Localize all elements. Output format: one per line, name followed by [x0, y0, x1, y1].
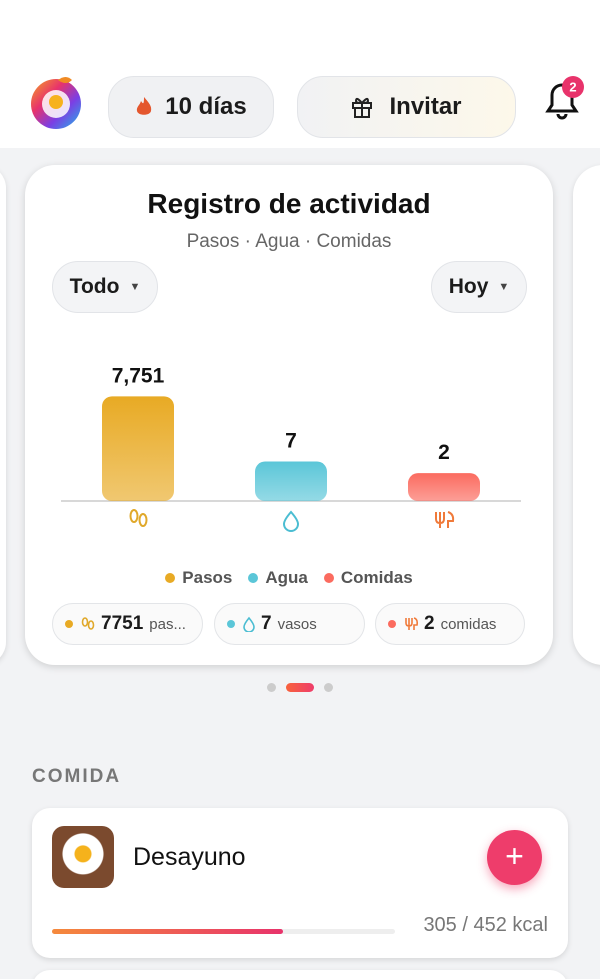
bar-value-label: 7 [285, 430, 297, 453]
legend-label: Pasos [182, 568, 233, 587]
progress-bar [52, 929, 284, 934]
card-subtitle: Pasos · Agua · Comidas [186, 231, 392, 252]
chart: 7,751 7 2 [61, 364, 521, 532]
meal-photo [52, 826, 114, 888]
page-dot[interactable] [324, 683, 333, 692]
streak-text: 10 días [165, 93, 247, 120]
period-text: Hoy [448, 275, 489, 298]
summary-pill: 7 vasos [214, 603, 365, 645]
scope-dropdown[interactable]: Todo ▼ [52, 261, 158, 313]
legend-dot [165, 573, 176, 583]
summary-icon [243, 616, 255, 632]
flame-icon [137, 97, 152, 115]
summary-value: 7 [261, 613, 272, 634]
legend-item: Agua [248, 568, 308, 588]
bar-value-label: 2 [438, 441, 450, 464]
notification-bell[interactable]: 2 [540, 74, 590, 124]
meal-name: Desayuno [133, 843, 246, 871]
invite-text: Invitar [389, 93, 462, 120]
summary-pill: 7751 pas... [52, 603, 203, 645]
kcal-consumed: 305 [423, 914, 457, 936]
next-card[interactable] [573, 165, 600, 665]
legend-label: Comidas [340, 568, 413, 587]
bar [102, 396, 174, 501]
summary-icon [81, 616, 95, 632]
legend: Pasos Agua Comidas [25, 568, 553, 588]
summary-unit: pas... [149, 615, 186, 633]
summary-icon [404, 616, 418, 632]
gift-icon [352, 97, 373, 118]
bar [408, 473, 480, 501]
next-meal-card[interactable] [32, 970, 568, 979]
bar-value-label: 7,751 [112, 364, 165, 387]
summary-value: 2 [424, 613, 435, 634]
summary-pill: 2 comidas [375, 603, 525, 645]
app-logo [31, 77, 81, 129]
kcal-goal: 452 [473, 914, 507, 936]
add-meal-button[interactable]: + [487, 830, 542, 885]
kcal-unit: kcal [512, 914, 548, 936]
water-icon [282, 510, 300, 532]
steps-icon [129, 509, 148, 527]
prev-card[interactable] [0, 165, 6, 665]
summary-dot [65, 620, 73, 628]
summary-value: 7751 [101, 613, 144, 634]
period-dropdown[interactable]: Hoy ▼ [431, 261, 527, 313]
summary-dot [388, 620, 396, 628]
summary-dot [227, 620, 235, 628]
page-dot[interactable] [267, 683, 276, 692]
notification-count: 2 [569, 79, 576, 94]
summary-unit: comidas [440, 615, 497, 633]
meal-kcal: 305 / 452 kcal [423, 914, 548, 936]
legend-dot [323, 573, 334, 583]
streak-badge[interactable]: 10 días [108, 76, 274, 138]
legend-dot [248, 573, 259, 583]
legend-item: Pasos [165, 568, 232, 588]
meal-icon [435, 511, 455, 528]
section-title: COMIDA [32, 766, 122, 787]
progress-track [52, 929, 395, 934]
legend-label: Agua [265, 568, 308, 587]
summary-unit: vasos [277, 615, 317, 633]
scope-text: Todo [69, 275, 120, 298]
invite-button[interactable]: Invitar [297, 76, 516, 138]
card-title: Registro de actividad [147, 188, 431, 219]
bar [255, 461, 327, 501]
page-dot-active[interactable] [286, 683, 314, 692]
legend-item: Comidas [323, 568, 413, 588]
